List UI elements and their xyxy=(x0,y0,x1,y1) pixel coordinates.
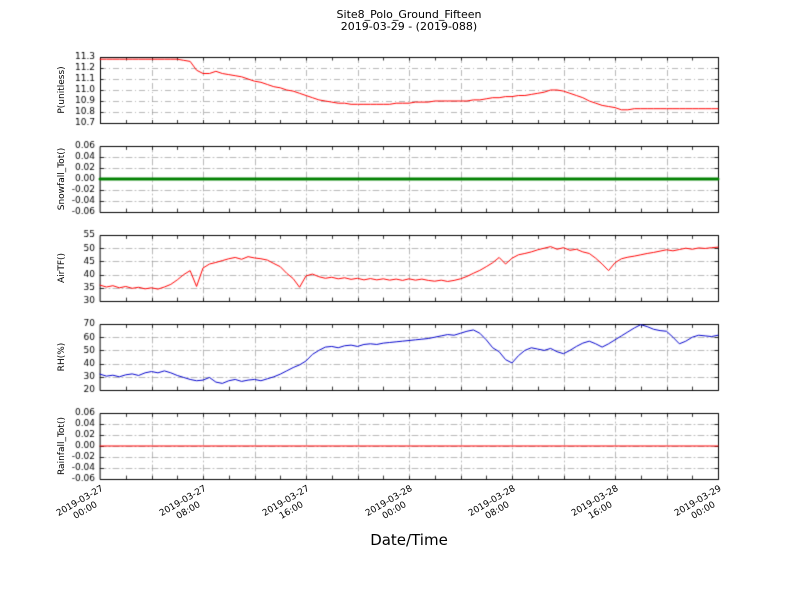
chart-subtitle: 2019-03-29 - (2019-088) xyxy=(340,20,478,33)
chart-title: Site8_Polo_Ground_Fifteen xyxy=(336,8,482,21)
x-axis-title: Date/Time xyxy=(370,531,448,549)
y-axis-label-rainfall: Rainfall_Tot() xyxy=(57,417,67,475)
